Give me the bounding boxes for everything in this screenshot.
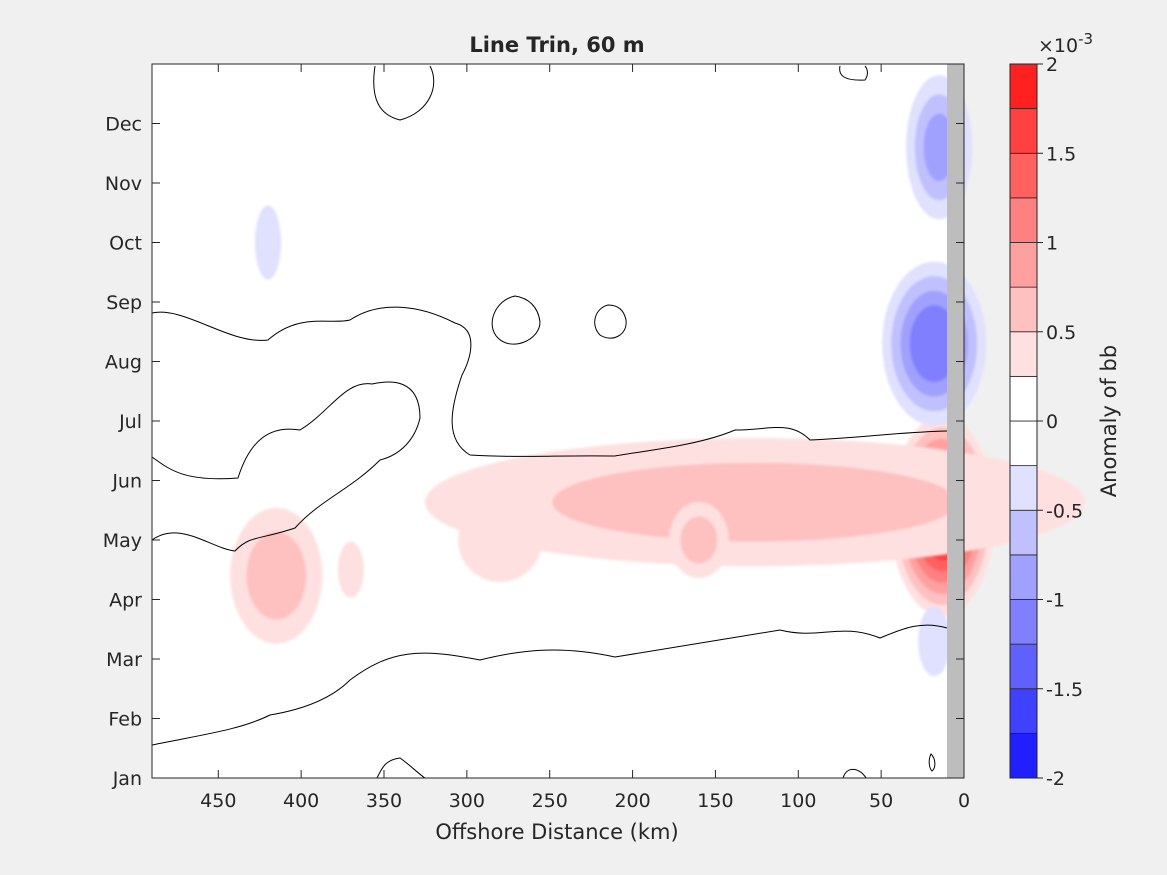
y-tick-label: Aug xyxy=(105,352,142,374)
colorbar-segment xyxy=(1009,108,1038,154)
x-tick-label: 150 xyxy=(697,790,733,812)
contour-loop-sep-210 xyxy=(594,304,627,339)
y-tick-label: Jun xyxy=(111,471,142,493)
colorbar-tick-label: 1 xyxy=(1046,233,1058,255)
colorbar-segment xyxy=(1009,599,1038,645)
colorbar-segment xyxy=(1009,152,1038,199)
colorbar-tick-label: -0.5 xyxy=(1046,500,1083,522)
y-tick-label: Feb xyxy=(108,709,142,731)
colorbar-segment xyxy=(1009,331,1038,377)
y-tick-label: Nov xyxy=(105,173,142,195)
colorbar-segment xyxy=(1009,554,1038,600)
x-axis-label: Offshore Distance (km) xyxy=(435,820,678,844)
contour-line-sep xyxy=(151,306,948,457)
contour-loop-sep-280 xyxy=(491,295,541,345)
colorbar-label: Anomaly of bb xyxy=(1097,345,1121,497)
x-tick-label: 300 xyxy=(449,790,485,812)
contour-bottom-345 xyxy=(376,757,426,779)
colorbar-segment xyxy=(1009,688,1038,734)
x-tick-label: 100 xyxy=(780,790,816,812)
y-tick-label: May xyxy=(103,530,142,552)
colorbar-segment xyxy=(1009,286,1038,333)
colorbar-segment xyxy=(1009,375,1038,422)
x-tick-label: 50 xyxy=(869,790,893,812)
colorbar: -2 -1.5 -1 -0.5 0 0.5 1 1.5 2 xyxy=(1009,54,1083,790)
colorbar-tick-label: -1 xyxy=(1046,590,1065,612)
y-tick-label: Apr xyxy=(109,590,142,612)
contour-cap-top-60 xyxy=(839,65,868,81)
colorbar-tick-label: 0.5 xyxy=(1046,322,1076,344)
colorbar-segment xyxy=(1009,242,1038,288)
contour-bottom-65 xyxy=(842,768,867,779)
x-tick-label: 450 xyxy=(200,790,236,812)
zero-contours xyxy=(151,65,948,779)
x-axis: 450 400 350 300 250 200 150 100 50 0 xyxy=(200,64,970,812)
anomaly-april-patch-370km xyxy=(337,541,364,598)
anomaly-fills xyxy=(230,75,1085,677)
chart-title: Line Trin, 60 m xyxy=(469,33,644,57)
colorbar-exponent-base: ×10 xyxy=(1038,35,1078,57)
colorbar-segment xyxy=(1009,732,1038,779)
anomaly-aug-nearshore-low xyxy=(909,305,959,383)
colorbar-tick-label: -2 xyxy=(1046,768,1065,790)
y-axis: Jan Feb Mar Apr May Jun Jul Aug Sep Oct Nov Dec xyxy=(103,114,964,790)
contour-loop-jan-20 xyxy=(928,753,936,772)
anomaly-spring-plume-core-150km xyxy=(680,516,718,564)
anomaly-mar-nearshore-low xyxy=(918,606,951,677)
y-tick-label: Mar xyxy=(106,649,142,671)
colorbar-segment xyxy=(1009,465,1038,511)
colorbar-segment xyxy=(1009,420,1038,467)
colorbar-segment xyxy=(1009,63,1038,110)
anomaly-spring-offshore-plume xyxy=(552,462,958,542)
x-tick-label: 400 xyxy=(283,790,319,812)
colorbar-segment xyxy=(1009,509,1038,556)
x-tick-label: 200 xyxy=(614,790,650,812)
plot-area xyxy=(152,64,964,778)
anomaly-dec-nearshore-low xyxy=(923,113,955,182)
x-tick-label: 350 xyxy=(366,790,402,812)
y-tick-label: Oct xyxy=(109,233,142,255)
y-tick-label: Jan xyxy=(112,768,142,790)
colorbar-tick-label: 2 xyxy=(1046,54,1058,76)
y-tick-label: Sep xyxy=(106,292,142,314)
x-tick-label: 250 xyxy=(532,790,568,812)
anomaly-april-patch-420km xyxy=(246,531,306,620)
contour-line-jul xyxy=(151,381,421,552)
colorbar-tick-label: -1.5 xyxy=(1046,679,1083,701)
anomaly-may-patch-280km xyxy=(458,498,542,582)
anomaly-oct-low-420km xyxy=(255,205,281,280)
colorbar-exponent-power: -3 xyxy=(1078,30,1093,48)
colorbar-frame xyxy=(1009,63,1038,779)
y-tick-label: Jul xyxy=(118,411,142,433)
colorbar-segment xyxy=(1009,643,1038,690)
y-tick-label: Dec xyxy=(105,114,142,136)
contour-line-mar xyxy=(151,624,948,746)
colorbar-segment xyxy=(1009,197,1038,243)
contour-loop-dec xyxy=(373,65,435,121)
x-tick-label: 0 xyxy=(958,790,970,812)
colorbar-tick-label: 1.5 xyxy=(1046,143,1076,165)
colorbar-tick-label: 0 xyxy=(1046,411,1058,433)
colorbar-exponent: ×10-3 xyxy=(1038,30,1093,57)
